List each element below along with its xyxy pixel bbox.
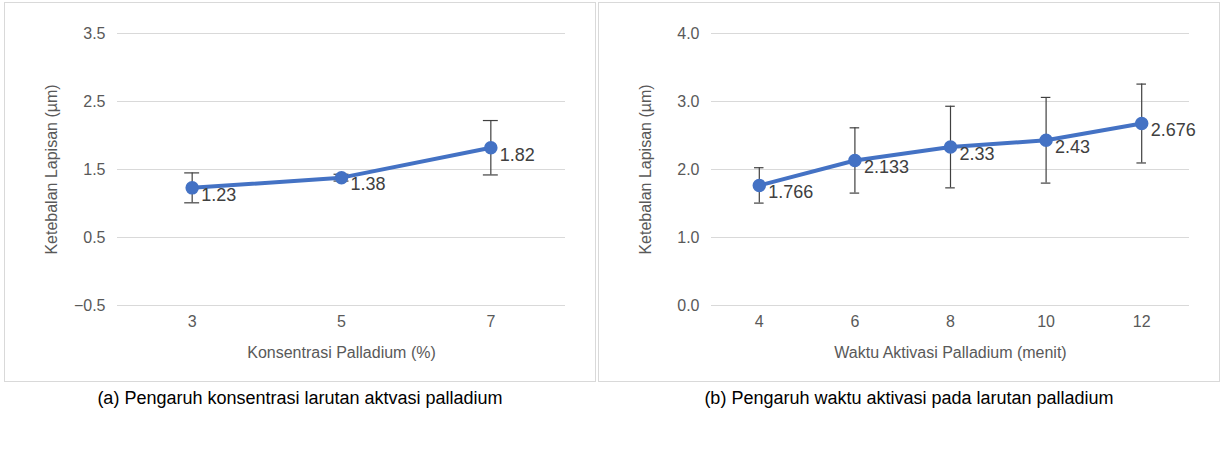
svg-text:10: 10 xyxy=(1037,313,1055,330)
svg-text:3: 3 xyxy=(188,313,197,330)
svg-text:Ketebalan Lapisan (µm): Ketebalan Lapisan (µm) xyxy=(43,84,60,254)
svg-text:1.766: 1.766 xyxy=(768,182,813,202)
svg-text:2.43: 2.43 xyxy=(1055,137,1090,157)
svg-text:1.5: 1.5 xyxy=(83,161,105,178)
svg-text:1.23: 1.23 xyxy=(201,185,236,205)
svg-text:12: 12 xyxy=(1133,313,1151,330)
svg-text:8: 8 xyxy=(946,313,955,330)
svg-text:4.0: 4.0 xyxy=(677,25,699,42)
svg-text:Konsentrasi Palladium (%): Konsentrasi Palladium (%) xyxy=(247,344,436,361)
svg-text:3.5: 3.5 xyxy=(83,25,105,42)
svg-text:2.133: 2.133 xyxy=(864,157,909,177)
svg-text:1.38: 1.38 xyxy=(351,174,386,194)
html-text:(a) Pengaruh konsentrasi larut: (a) Pengaruh konsentrasi larutan aktvasi… xyxy=(97,388,503,408)
svg-text:−0.5: −0.5 xyxy=(74,297,106,314)
svg-text:1.82: 1.82 xyxy=(500,145,535,165)
svg-text:0.5: 0.5 xyxy=(83,229,105,246)
svg-text:4: 4 xyxy=(755,313,764,330)
svg-text:1.0: 1.0 xyxy=(677,229,699,246)
svg-text:Ketebalan Lapisan (µm): Ketebalan Lapisan (µm) xyxy=(637,84,654,254)
html-text:(b) Pengaruh waktu aktivasi pa: (b) Pengaruh waktu aktivasi pada larutan… xyxy=(704,388,1114,408)
svg-text:2.33: 2.33 xyxy=(960,144,995,164)
svg-text:6: 6 xyxy=(850,313,859,330)
svg-text:5: 5 xyxy=(337,313,346,330)
svg-text:2.0: 2.0 xyxy=(677,161,699,178)
svg-text:2.5: 2.5 xyxy=(83,93,105,110)
svg-text:0.0: 0.0 xyxy=(677,297,699,314)
svg-text:3.0: 3.0 xyxy=(677,93,699,110)
svg-text:2.676: 2.676 xyxy=(1151,120,1196,140)
svg-text:Waktu Aktivasi Palladium (meni: Waktu Aktivasi Palladium (menit) xyxy=(834,344,1066,361)
svg-text:7: 7 xyxy=(486,313,495,330)
